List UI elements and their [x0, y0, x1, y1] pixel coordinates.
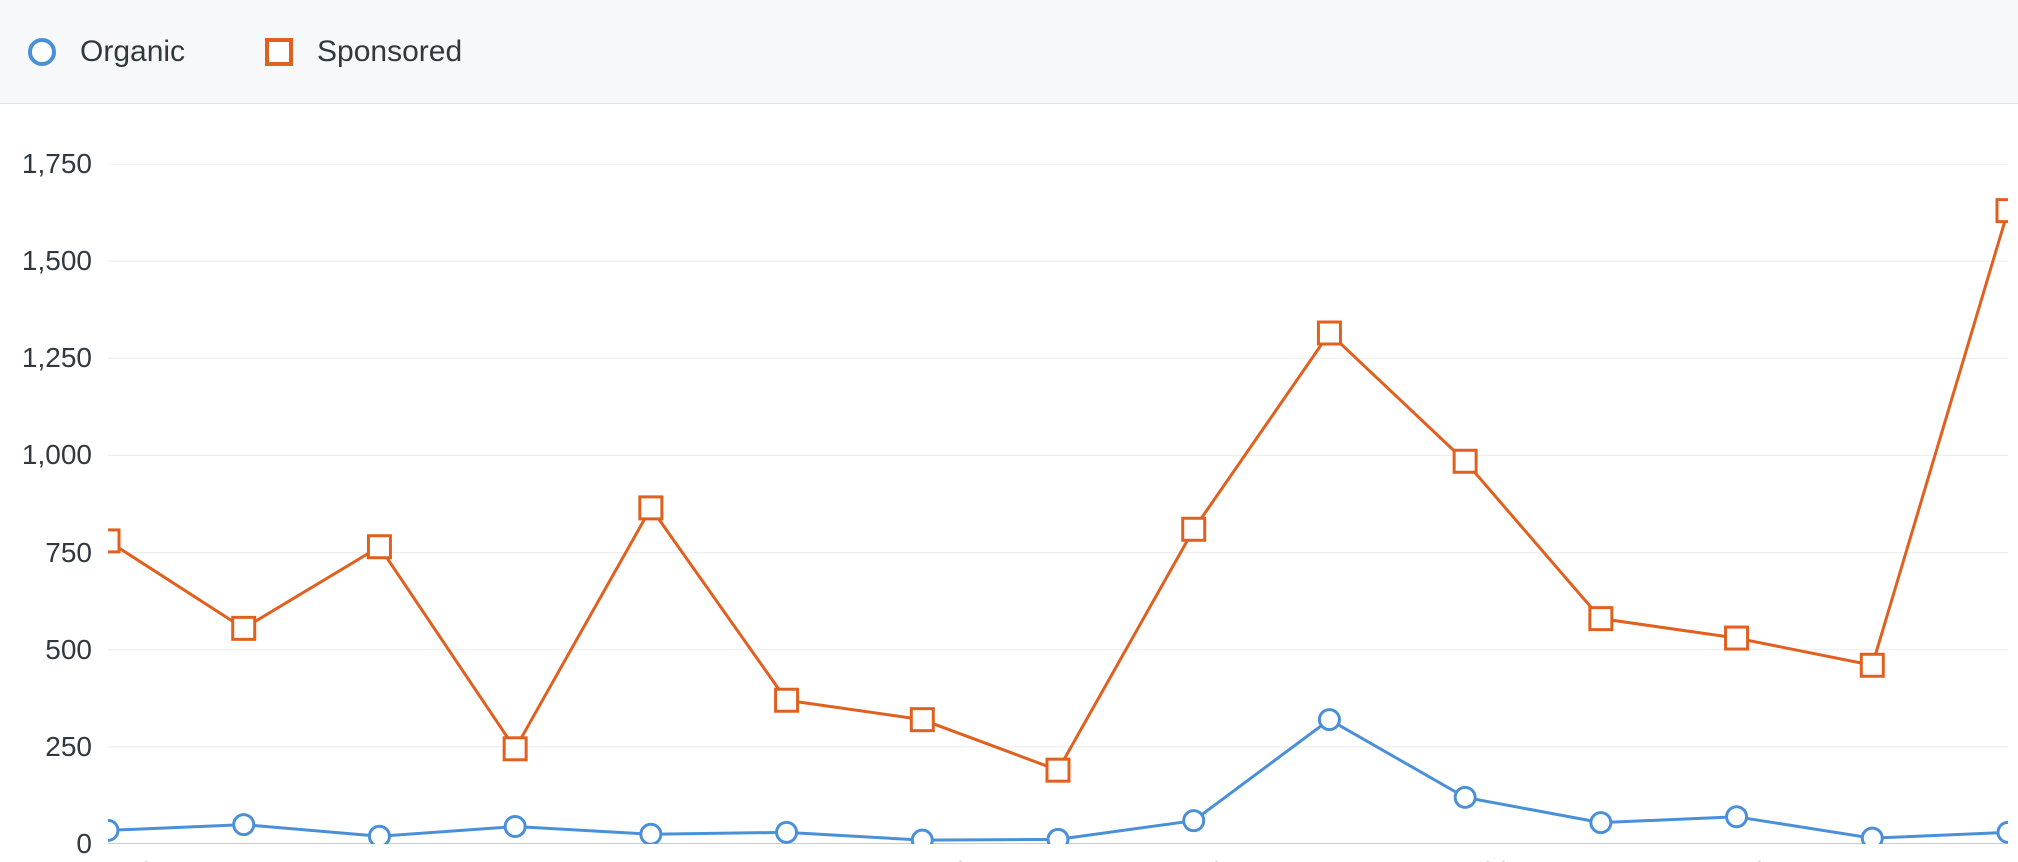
data-point[interactable]: [1047, 759, 1069, 781]
data-point[interactable]: [1318, 322, 1340, 344]
x-tick-label: May 15: [334, 856, 426, 862]
data-point[interactable]: [1184, 811, 1204, 831]
series-line-sponsored: [108, 211, 2008, 771]
legend-bar: Organic Sponsored: [0, 0, 2018, 104]
y-tick-label: 1,500: [22, 245, 92, 277]
y-tick-label: 1,250: [22, 342, 92, 374]
data-point[interactable]: [1862, 828, 1882, 844]
data-point[interactable]: [1727, 807, 1747, 827]
data-point[interactable]: [369, 826, 389, 844]
data-point[interactable]: [640, 497, 662, 519]
data-point[interactable]: [641, 824, 661, 844]
data-point[interactable]: [777, 822, 797, 842]
data-point[interactable]: [504, 738, 526, 760]
data-point[interactable]: [1319, 710, 1339, 730]
data-point[interactable]: [912, 830, 932, 844]
chart: 02505007501,0001,2501,5001,750 May 13May…: [0, 104, 2018, 862]
data-point[interactable]: [1590, 608, 1612, 630]
legend-item-sponsored[interactable]: Sponsored: [265, 35, 462, 69]
legend-label: Sponsored: [317, 35, 462, 69]
data-point[interactable]: [1861, 654, 1883, 676]
data-point[interactable]: [911, 709, 933, 731]
circle-icon: [28, 38, 56, 66]
legend-item-organic[interactable]: Organic: [28, 35, 185, 69]
x-tick-label: May 13: [62, 856, 154, 862]
data-point[interactable]: [234, 815, 254, 835]
y-tick-label: 750: [45, 537, 92, 569]
data-point[interactable]: [1591, 813, 1611, 833]
y-tick-label: 1,000: [22, 439, 92, 471]
data-point[interactable]: [233, 617, 255, 639]
data-point[interactable]: [1454, 450, 1476, 472]
x-tick-label: May 19: [876, 856, 968, 862]
plot-area: [108, 164, 2008, 844]
y-axis-labels: 02505007501,0001,2501,5001,750: [0, 104, 108, 862]
legend-label: Organic: [80, 35, 185, 69]
data-point[interactable]: [368, 536, 390, 558]
y-tick-label: 1,750: [22, 148, 92, 180]
data-point[interactable]: [776, 689, 798, 711]
y-tick-label: 250: [45, 731, 92, 763]
data-point[interactable]: [108, 530, 119, 552]
x-tick-label: May 27: [1962, 856, 2018, 862]
data-point[interactable]: [1726, 627, 1748, 649]
x-tick-label: May 21: [1148, 856, 1240, 862]
data-point[interactable]: [505, 817, 525, 837]
square-icon: [265, 38, 293, 66]
data-point[interactable]: [1455, 787, 1475, 807]
data-point[interactable]: [1183, 518, 1205, 540]
data-point[interactable]: [1998, 822, 2008, 842]
data-point[interactable]: [1997, 200, 2008, 222]
y-tick-label: 500: [45, 634, 92, 666]
x-tick-label: May 25: [1691, 856, 1783, 862]
x-tick-label: May 23: [1419, 856, 1511, 862]
x-tick-label: May 17: [605, 856, 697, 862]
data-point[interactable]: [1048, 829, 1068, 844]
data-point[interactable]: [108, 820, 118, 840]
